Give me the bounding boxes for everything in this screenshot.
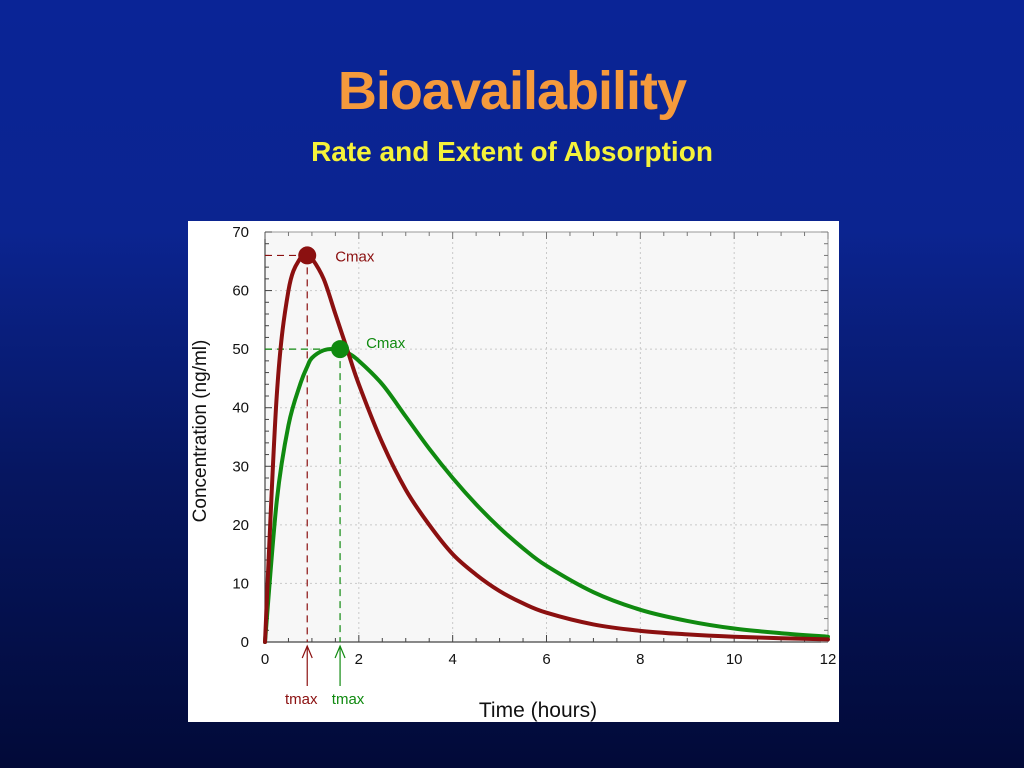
annotations: Cmax tmax Cmax tmax [285, 248, 406, 708]
cmax-marker [298, 246, 317, 265]
x-tick-label: 2 [355, 651, 363, 668]
tmax-arrow-head [334, 644, 346, 659]
y-tick-label: 60 [232, 283, 249, 300]
tmax-arrow-head [301, 644, 313, 659]
slide-title: Bioavailability [337, 61, 687, 121]
y-tick-label: 10 [232, 575, 249, 592]
y-tick-label: 0 [241, 634, 249, 651]
cmax-label: Cmax [366, 335, 406, 352]
concentration-time-chart: 0 2 4 6 8 10 12 0 10 20 30 40 50 60 70 Cmax tmax Cmax tma… [190, 224, 836, 722]
axes: 0 2 4 6 8 10 12 0 10 20 30 40 50 60 70 [232, 224, 836, 668]
slide-subtitle: Rate and Extent of Absorption [311, 136, 713, 167]
x-tick-label: 0 [261, 651, 269, 668]
cmax-label: Cmax [335, 248, 375, 265]
cmax-marker [331, 340, 350, 359]
tmax-cmax-guides [265, 254, 346, 686]
y-tick-label: 20 [232, 517, 249, 534]
y-tick-label: 50 [232, 341, 249, 358]
y-tick-label: 40 [232, 400, 249, 417]
y-tick-label: 30 [232, 458, 249, 475]
peak-markers [298, 246, 350, 359]
x-tick-label: 4 [448, 651, 456, 668]
y-tick-label: 70 [232, 224, 249, 241]
x-tick-label: 8 [636, 651, 644, 668]
x-tick-label: 6 [542, 651, 550, 668]
series-line-green [263, 346, 830, 644]
tmax-label: tmax [285, 691, 318, 708]
tmax-label: tmax [332, 691, 365, 708]
chart-panel: 0 2 4 6 8 10 12 0 10 20 30 40 50 60 70 Cmax tmax Cmax tma… [188, 221, 839, 722]
x-tick-label: 10 [726, 651, 743, 668]
x-tick-label: 12 [820, 651, 837, 668]
y-axis-label: Concentration (ng/ml) [190, 340, 211, 523]
x-axis-label: Time (hours) [479, 699, 597, 722]
